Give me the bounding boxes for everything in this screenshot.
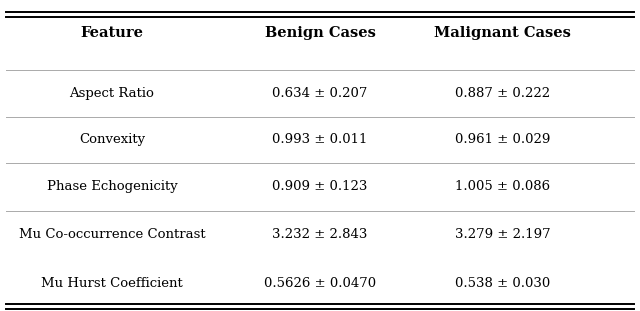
Text: 3.279 ± 2.197: 3.279 ± 2.197: [454, 228, 550, 241]
Text: Aspect Ratio: Aspect Ratio: [70, 87, 154, 100]
Text: 0.993 ± 0.011: 0.993 ± 0.011: [272, 133, 368, 146]
Text: Convexity: Convexity: [79, 133, 145, 146]
Text: 0.909 ± 0.123: 0.909 ± 0.123: [272, 180, 368, 193]
Text: 0.634 ± 0.207: 0.634 ± 0.207: [272, 87, 368, 100]
Text: Mu Hurst Coefficient: Mu Hurst Coefficient: [41, 276, 183, 290]
Text: Phase Echogenicity: Phase Echogenicity: [47, 180, 177, 193]
Text: 0.5626 ± 0.0470: 0.5626 ± 0.0470: [264, 276, 376, 290]
Text: 0.961 ± 0.029: 0.961 ± 0.029: [454, 133, 550, 146]
Text: 0.887 ± 0.222: 0.887 ± 0.222: [455, 87, 550, 100]
Text: Benign Cases: Benign Cases: [264, 26, 376, 40]
Text: Feature: Feature: [81, 26, 143, 40]
Text: 3.232 ± 2.843: 3.232 ± 2.843: [272, 228, 368, 241]
Text: Mu Co-occurrence Contrast: Mu Co-occurrence Contrast: [19, 228, 205, 241]
Text: 0.538 ± 0.030: 0.538 ± 0.030: [455, 276, 550, 290]
Text: Malignant Cases: Malignant Cases: [434, 26, 571, 40]
Text: 1.005 ± 0.086: 1.005 ± 0.086: [455, 180, 550, 193]
